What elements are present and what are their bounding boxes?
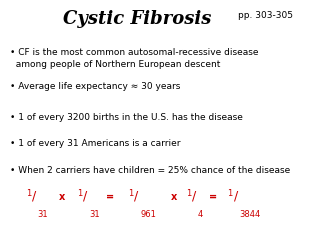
Text: 1: 1 xyxy=(77,189,82,198)
Text: Cystic Fibrosis: Cystic Fibrosis xyxy=(63,10,212,28)
Text: x: x xyxy=(59,192,66,202)
Text: /: / xyxy=(192,190,196,203)
Text: /: / xyxy=(234,190,238,203)
Text: • When 2 carriers have children = 25% chance of the disease: • When 2 carriers have children = 25% ch… xyxy=(10,166,290,175)
Text: • Average life expectancy ≈ 30 years: • Average life expectancy ≈ 30 years xyxy=(10,82,180,90)
Text: 31: 31 xyxy=(38,210,48,219)
Text: • CF is the most common autosomal-recessive disease
  among people of Northern E: • CF is the most common autosomal-recess… xyxy=(10,48,258,69)
Text: /: / xyxy=(32,190,36,203)
Text: 961: 961 xyxy=(140,210,156,219)
Text: =: = xyxy=(106,192,115,202)
Text: 1: 1 xyxy=(186,189,191,198)
Text: =: = xyxy=(209,192,217,202)
Text: 3844: 3844 xyxy=(239,210,260,219)
Text: pp. 303-305: pp. 303-305 xyxy=(238,11,293,20)
Text: /: / xyxy=(83,190,87,203)
Text: 1: 1 xyxy=(128,189,133,198)
Text: • 1 of every 31 Americans is a carrier: • 1 of every 31 Americans is a carrier xyxy=(10,139,180,148)
Text: 4: 4 xyxy=(198,210,203,219)
Text: 1: 1 xyxy=(26,189,31,198)
Text: • 1 of every 3200 births in the U.S. has the disease: • 1 of every 3200 births in the U.S. has… xyxy=(10,113,243,122)
Text: 1: 1 xyxy=(228,189,233,198)
Text: 31: 31 xyxy=(89,210,100,219)
Text: x: x xyxy=(171,192,178,202)
Text: /: / xyxy=(134,190,139,203)
